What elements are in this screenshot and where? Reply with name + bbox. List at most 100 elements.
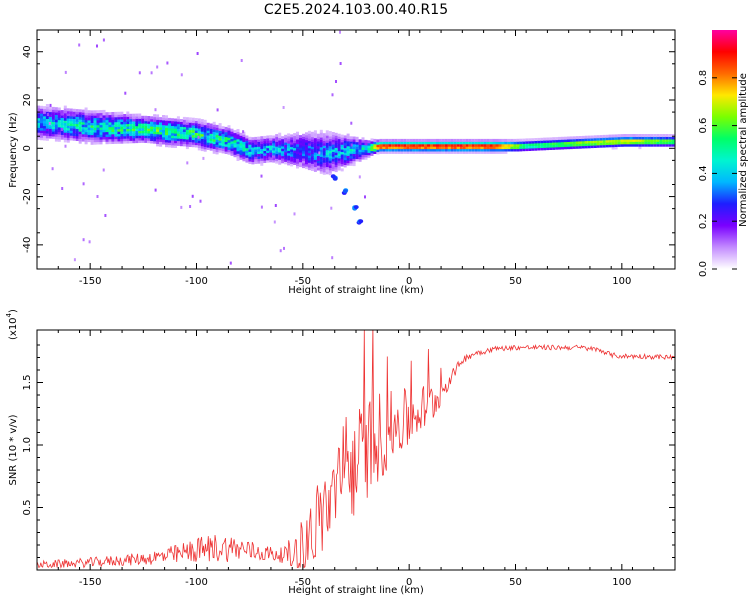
heatmap-cell: [141, 139, 145, 143]
heatmap-cell: [254, 151, 258, 155]
heatmap-cell: [218, 144, 222, 148]
heatmap-cell: [456, 138, 460, 142]
heatmap-cell: [355, 139, 359, 143]
heatmap-cell: [290, 141, 294, 145]
heatmap-cell: [668, 141, 672, 145]
heatmap-cell: [242, 158, 246, 162]
heatmap-cell: [379, 143, 383, 147]
heatmap-cell: [197, 142, 201, 146]
heatmap-cell: [370, 150, 374, 154]
heatmap-cell: [611, 141, 615, 145]
heatmap-cell: [176, 130, 180, 134]
heatmap-cell: [75, 111, 79, 115]
heatmap-cell: [84, 129, 88, 133]
heatmap-cell: [203, 134, 207, 138]
heatmap-cell: [239, 154, 243, 158]
heatmap-cell: [281, 145, 285, 149]
heatmap-cell: [540, 137, 544, 141]
heatmap-cell: [343, 147, 347, 151]
heatmap-cell: [165, 132, 168, 136]
heatmap-cell: [248, 146, 252, 150]
heatmap-cell: [191, 124, 195, 128]
heatmap-cell: [135, 120, 139, 124]
heatmap-cell: [78, 111, 82, 115]
heatmap-cell: [275, 141, 279, 145]
snr-scale-close: ): [8, 309, 19, 313]
heatmap-cell: [188, 131, 192, 135]
heatmap-cell: [313, 159, 317, 163]
heatmap-cell: [57, 112, 61, 116]
heatmap-speck: [78, 43, 81, 47]
heatmap-cell: [120, 133, 124, 137]
heatmap-cell: [319, 149, 323, 153]
heatmap-cell: [99, 119, 103, 123]
heatmap-cell: [328, 155, 332, 159]
heatmap-cell: [447, 146, 451, 150]
heatmap-cell: [260, 141, 264, 145]
heatmap-cell: [480, 146, 484, 150]
heatmap-cell: [129, 123, 133, 127]
heatmap-cell: [671, 136, 675, 140]
heatmap-cell: [641, 143, 645, 147]
heatmap-cell: [188, 124, 192, 128]
heatmap-speck: [268, 156, 271, 160]
heatmap-cell: [287, 150, 291, 154]
heatmap-cell: [81, 136, 85, 140]
heatmap-cell: [415, 146, 419, 150]
heatmap-cell: [293, 133, 297, 137]
heatmap-cell: [168, 144, 171, 148]
heatmap-cell: [209, 147, 213, 151]
heatmap-cell: [63, 122, 67, 126]
heatmap-cell: [275, 148, 279, 152]
heatmap-cell: [51, 119, 55, 122]
heatmap-cell: [153, 126, 157, 130]
heatmap-cell: [400, 143, 404, 147]
heatmap-cell: [72, 120, 76, 124]
heatmap-cell: [162, 119, 165, 123]
heatmap-cell: [629, 136, 633, 140]
heatmap-cell: [165, 127, 168, 131]
heatmap-speck: [191, 194, 194, 198]
heatmap-cell: [165, 141, 168, 145]
heatmap-cell: [412, 150, 416, 154]
heatmap-cell: [209, 145, 213, 149]
heatmap-cell: [412, 141, 416, 145]
heatmap-cell: [471, 146, 475, 150]
heatmap-cell: [284, 137, 288, 141]
heatmap-cell: [66, 132, 70, 136]
heatmap-cell: [138, 135, 142, 139]
heatmap-cell: [438, 138, 442, 142]
heatmap-cell: [212, 136, 216, 140]
heatmap-cell: [433, 143, 436, 147]
heatmap-cell: [587, 142, 591, 146]
heatmap-cell: [197, 140, 201, 144]
heatmap-cell: [111, 114, 115, 118]
heatmap-cell: [662, 141, 666, 145]
heatmap-cell: [596, 137, 600, 141]
snr-ylabel: SNR (10 * v/v): [8, 414, 19, 485]
heatmap-cell: [659, 141, 663, 145]
heatmap-cell: [194, 144, 198, 148]
heatmap-cell: [346, 152, 350, 156]
heatmap-speck: [339, 62, 342, 65]
heatmap-cell: [319, 134, 323, 138]
heatmap-cell: [486, 138, 490, 142]
heatmap-cell: [328, 136, 332, 139]
heatmap-branch-blob: [353, 205, 359, 210]
heatmap-cell: [334, 166, 338, 170]
heatmap-cell: [126, 138, 130, 141]
heatmap-cell: [257, 153, 261, 157]
heatmap-cell: [114, 138, 118, 142]
heatmap-cell: [174, 142, 177, 146]
heatmap-cell: [239, 142, 243, 146]
heatmap-cell: [441, 146, 445, 150]
heatmap-cell: [37, 105, 40, 109]
heatmap-cell: [671, 141, 675, 145]
heatmap-cell: [331, 134, 335, 138]
heatmap-cell: [319, 151, 323, 155]
heatmap-cell: [209, 130, 213, 134]
heatmap-cell: [239, 132, 243, 136]
heatmap-cell: [72, 130, 76, 134]
heatmap-cell: [60, 117, 64, 121]
heatmap-cell: [251, 156, 255, 160]
